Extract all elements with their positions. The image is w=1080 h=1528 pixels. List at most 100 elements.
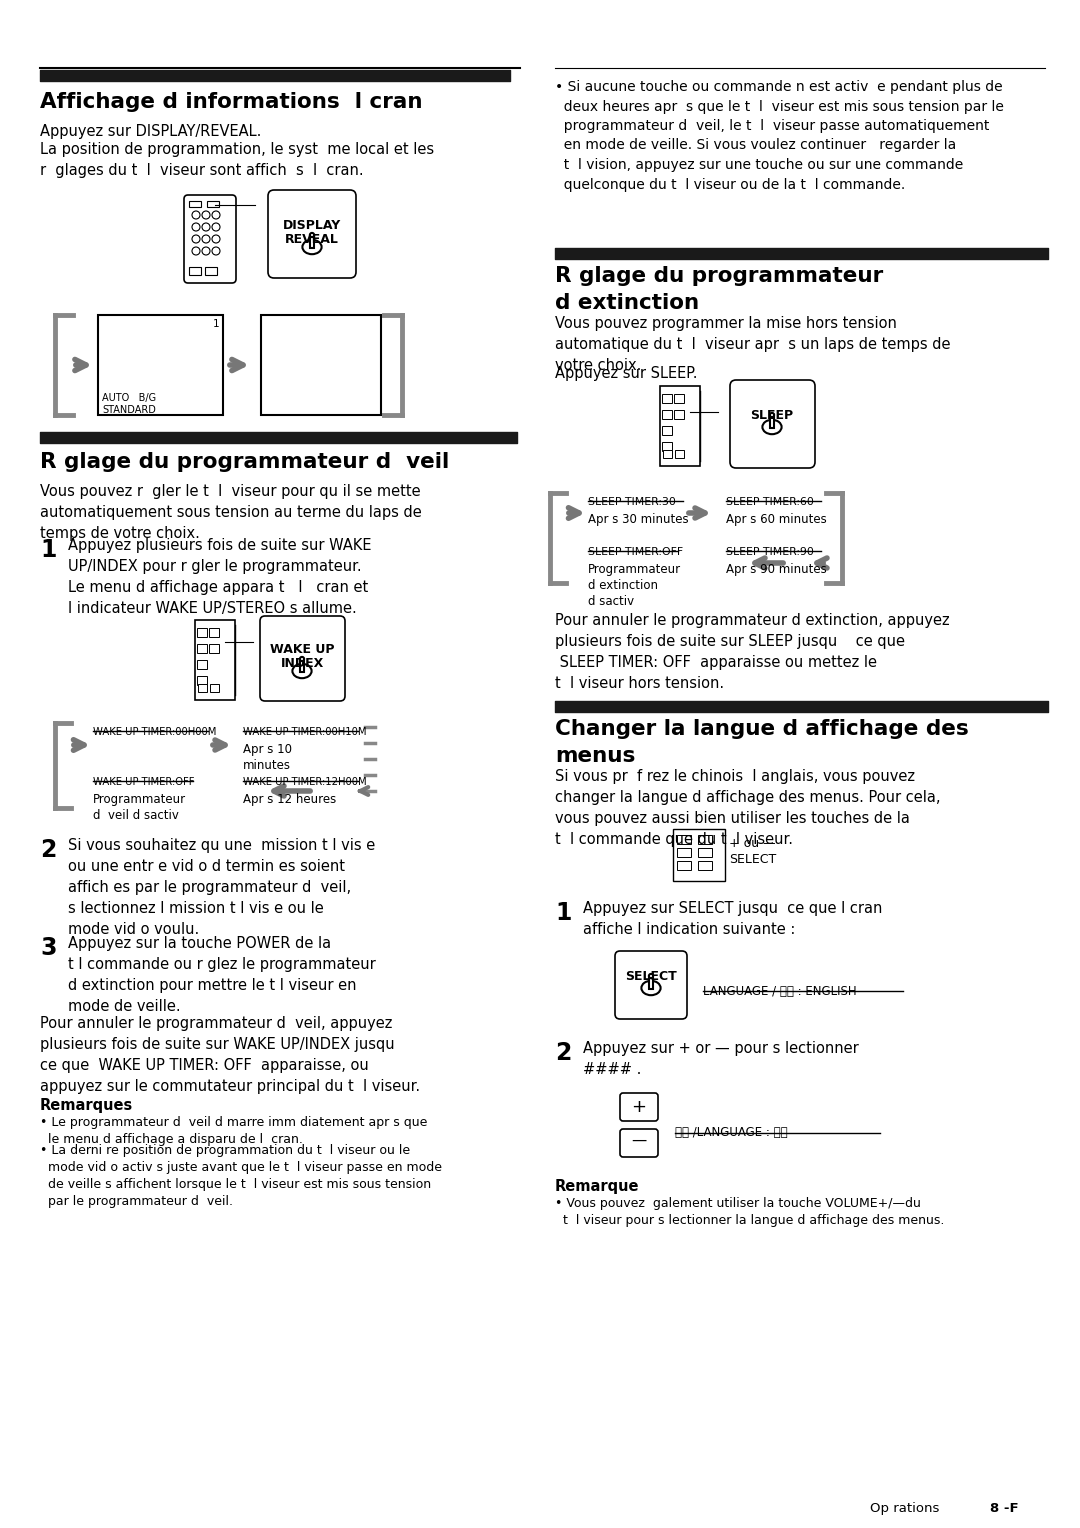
Bar — [198, 685, 207, 692]
Text: Remarque: Remarque — [555, 1180, 639, 1193]
Circle shape — [202, 211, 210, 219]
Text: SLEEP: SLEEP — [751, 410, 794, 422]
Text: SLEEP TIMER:OFF: SLEEP TIMER:OFF — [588, 547, 684, 558]
Text: • La derni re position de programmation du t  l viseur ou le
  mode vid o activ : • La derni re position de programmation … — [40, 1144, 442, 1209]
Bar — [675, 451, 684, 458]
Text: WAKE UP TIMER:12H00M: WAKE UP TIMER:12H00M — [243, 778, 366, 787]
Bar — [698, 848, 712, 857]
Ellipse shape — [770, 413, 774, 417]
FancyBboxPatch shape — [730, 380, 815, 468]
Ellipse shape — [302, 240, 322, 254]
Bar — [662, 410, 672, 419]
Bar — [673, 830, 725, 882]
Text: Op rations: Op rations — [870, 1502, 940, 1514]
Ellipse shape — [649, 973, 653, 978]
Bar — [310, 235, 314, 248]
Text: 1: 1 — [555, 902, 571, 924]
Text: La position de programmation, le syst  me local et les
r  glages du t  l  viseur: La position de programmation, le syst me… — [40, 142, 434, 177]
Bar — [210, 643, 219, 652]
Bar — [677, 848, 691, 857]
Bar — [674, 394, 684, 403]
Circle shape — [212, 211, 220, 219]
Text: SELECT: SELECT — [729, 853, 777, 866]
Circle shape — [212, 248, 220, 255]
FancyBboxPatch shape — [184, 196, 237, 283]
Bar — [698, 860, 712, 869]
Text: Si vous souhaitez qu une  mission t l vis e
ou une entr e vid o d termin es soie: Si vous souhaitez qu une mission t l vis… — [68, 837, 375, 937]
Text: Appuyez sur SELECT jusqu  ce que l cran
affiche l indication suivante :: Appuyez sur SELECT jusqu ce que l cran a… — [583, 902, 882, 937]
Bar — [649, 976, 653, 989]
Text: Vous pouvez programmer la mise hors tension
automatique du t  l  viseur apr  s u: Vous pouvez programmer la mise hors tens… — [555, 316, 950, 373]
Bar — [662, 426, 672, 435]
Bar — [261, 315, 381, 416]
Bar — [98, 315, 222, 416]
Bar — [197, 660, 207, 669]
Text: Appuyez plusieurs fois de suite sur WAKE
UP/INDEX pour r gler le programmateur.
: Appuyez plusieurs fois de suite sur WAKE… — [68, 538, 372, 616]
Text: WAKE UP TIMER:00H10M: WAKE UP TIMER:00H10M — [243, 727, 366, 736]
Ellipse shape — [293, 663, 312, 678]
Bar — [698, 834, 712, 843]
Bar — [662, 442, 672, 451]
FancyBboxPatch shape — [620, 1093, 658, 1122]
Text: Changer la langue d affichage des
menus: Changer la langue d affichage des menus — [555, 720, 969, 766]
Circle shape — [212, 223, 220, 231]
Bar — [674, 410, 684, 419]
Text: 2: 2 — [40, 837, 56, 862]
Text: 8 -F: 8 -F — [990, 1502, 1018, 1514]
Text: • Le programmateur d  veil d marre imm diatement apr s que
  le menu d affichage: • Le programmateur d veil d marre imm di… — [40, 1115, 428, 1146]
Ellipse shape — [300, 657, 305, 662]
Circle shape — [212, 235, 220, 243]
Bar — [189, 202, 201, 206]
Circle shape — [192, 248, 200, 255]
Text: Apr s 30 minutes: Apr s 30 minutes — [588, 513, 689, 526]
Text: Programmateur
d extinction
d sactiv: Programmateur d extinction d sactiv — [588, 562, 681, 608]
Circle shape — [192, 235, 200, 243]
Bar — [662, 394, 672, 403]
Text: • Vous pouvez  galement utiliser la touche VOLUME+/—du
  t  l viseur pour s lect: • Vous pouvez galement utiliser la touch… — [555, 1196, 944, 1227]
Text: WAKE UP TIMER:00H00M: WAKE UP TIMER:00H00M — [93, 727, 216, 736]
Text: + ou —: + ou — — [729, 837, 775, 850]
Text: —: — — [632, 1132, 647, 1148]
Text: DISPLAY: DISPLAY — [283, 219, 341, 232]
Text: • Si aucune touche ou commande n est activ  e pendant plus de
  deux heures apr : • Si aucune touche ou commande n est act… — [555, 79, 1004, 191]
Circle shape — [192, 211, 200, 219]
Bar — [300, 659, 305, 672]
Ellipse shape — [642, 981, 661, 995]
Bar — [195, 620, 235, 700]
Ellipse shape — [762, 420, 782, 434]
Text: LANGUAGE / 语言 : ENGLISH: LANGUAGE / 语言 : ENGLISH — [703, 986, 856, 998]
Text: SLEEP TIMER:30: SLEEP TIMER:30 — [588, 497, 676, 507]
Text: AUTO   B/G
STANDARD: AUTO B/G STANDARD — [102, 393, 157, 416]
Text: +: + — [632, 1099, 647, 1115]
Text: Appuyez sur SLEEP.: Appuyez sur SLEEP. — [555, 367, 698, 380]
Text: Apr s 12 heures: Apr s 12 heures — [243, 793, 336, 805]
Bar — [207, 202, 219, 206]
Text: WAKE UP: WAKE UP — [270, 643, 334, 656]
Text: Programmateur
d  veil d sactiv: Programmateur d veil d sactiv — [93, 793, 186, 822]
Circle shape — [202, 223, 210, 231]
Text: Remarques: Remarques — [40, 1099, 133, 1112]
FancyBboxPatch shape — [268, 189, 356, 278]
Bar — [205, 267, 217, 275]
Text: 1: 1 — [40, 538, 56, 562]
FancyBboxPatch shape — [615, 950, 687, 1019]
Text: REVEAL: REVEAL — [285, 232, 339, 246]
Circle shape — [202, 248, 210, 255]
Bar — [677, 834, 691, 843]
FancyBboxPatch shape — [260, 616, 345, 701]
Text: Affichage d informations  l cran: Affichage d informations l cran — [40, 92, 422, 112]
Text: SLEEP TIMER:60: SLEEP TIMER:60 — [726, 497, 814, 507]
Bar — [210, 628, 219, 637]
Text: Apr s 10
minutes: Apr s 10 minutes — [243, 743, 292, 772]
Text: INDEX: INDEX — [281, 657, 324, 669]
Bar — [197, 643, 207, 652]
Circle shape — [202, 235, 210, 243]
Bar — [660, 387, 700, 466]
Text: Apr s 90 minutes: Apr s 90 minutes — [726, 562, 827, 576]
Text: 语言 /LANGUAGE : 中文: 语言 /LANGUAGE : 中文 — [675, 1126, 787, 1138]
Text: Vous pouvez r  gler le t  l  viseur pour qu il se mette
automatiquement sous ten: Vous pouvez r gler le t l viseur pour qu… — [40, 484, 422, 541]
Text: R glage du programmateur
d extinction: R glage du programmateur d extinction — [555, 266, 883, 313]
FancyBboxPatch shape — [620, 1129, 658, 1157]
Ellipse shape — [310, 232, 314, 237]
Text: SELECT: SELECT — [625, 970, 677, 983]
